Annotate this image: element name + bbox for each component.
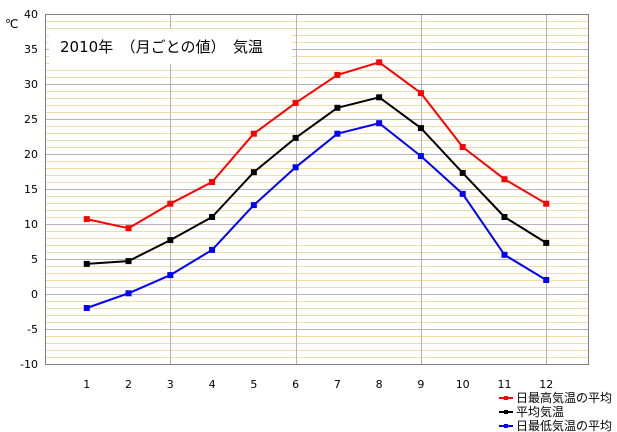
- x-tick-label: 11: [497, 378, 511, 391]
- y-axis-unit-label: ℃: [5, 17, 18, 31]
- x-tick-label: 6: [292, 378, 299, 391]
- y-tick-label: 30: [24, 78, 38, 91]
- data-point-marker: [292, 99, 299, 106]
- title-box: 2010年 （月ごとの値） 気温: [49, 29, 292, 64]
- data-point-marker: [501, 214, 508, 220]
- x-tick-label: 2: [125, 378, 132, 391]
- data-point-marker: [543, 200, 550, 207]
- series-line: [86, 61, 547, 230]
- y-tick-label: 25: [24, 113, 38, 126]
- series-line: [86, 122, 547, 309]
- data-point-marker: [501, 176, 508, 183]
- data-point-marker: [209, 246, 216, 253]
- y-tick-label: 5: [31, 253, 38, 266]
- data-point-marker: [501, 251, 508, 258]
- data-point-marker: [292, 134, 299, 141]
- data-point-marker: [459, 190, 466, 197]
- legend-label: 平均気温: [516, 404, 564, 419]
- data-point-marker: [250, 202, 257, 209]
- y-tick-label: -10: [20, 358, 38, 371]
- data-point-marker: [125, 225, 132, 232]
- data-point-marker: [543, 277, 550, 283]
- data-point-marker: [250, 130, 257, 137]
- y-tick-label: 0: [31, 288, 38, 301]
- data-point-marker: [417, 125, 424, 132]
- chart-title: 2010年 （月ごとの値） 気温: [60, 38, 263, 56]
- data-point-marker: [543, 239, 550, 246]
- x-tick-label: 5: [250, 378, 257, 391]
- data-point-marker: [334, 104, 341, 111]
- series-layer: [83, 59, 550, 311]
- legend-label: 日最低気温の平均: [516, 418, 612, 432]
- legend-swatch-marker: [504, 396, 508, 400]
- data-point-marker: [334, 130, 341, 137]
- legend: 日最高気温の平均 平均気温 日最低気温の平均: [499, 390, 612, 432]
- legend-item-daily-min-mean: 日最低気温の平均: [499, 418, 612, 432]
- y-tick-label: 40: [24, 8, 38, 21]
- x-tick-label: 9: [417, 378, 424, 391]
- data-point-marker: [417, 90, 424, 97]
- y-tick-label: 20: [24, 148, 38, 161]
- data-point-marker: [167, 272, 174, 279]
- data-point-marker: [125, 290, 132, 297]
- x-tick-label: 3: [167, 378, 174, 391]
- data-point-marker: [167, 200, 174, 207]
- legend-item-daily-max-mean: 日最高気温の平均: [499, 390, 612, 405]
- y-tick-label: 35: [24, 43, 38, 56]
- data-point-marker: [83, 260, 90, 267]
- grid-layer: [45, 14, 589, 365]
- series-mean: [83, 94, 550, 267]
- x-tick-label: 10: [456, 378, 470, 391]
- plot-border: [45, 14, 589, 365]
- data-point-marker: [334, 71, 341, 78]
- data-point-marker: [125, 258, 132, 265]
- y-tick-label: 15: [24, 183, 38, 196]
- data-point-marker: [209, 214, 216, 220]
- legend-item-mean: 平均気温: [499, 404, 564, 419]
- data-point-marker: [459, 144, 466, 150]
- title-box-background: [49, 29, 292, 64]
- x-tick-label: 12: [539, 378, 553, 391]
- data-point-marker: [209, 179, 216, 185]
- x-tick-label: 4: [209, 378, 216, 391]
- series-line: [86, 96, 547, 265]
- data-point-marker: [292, 164, 299, 171]
- data-point-marker: [83, 216, 90, 223]
- data-point-marker: [459, 169, 466, 176]
- series-daily-min-mean: [83, 120, 550, 311]
- x-tick-label: 1: [83, 378, 90, 391]
- data-point-marker: [376, 94, 383, 101]
- series-daily-max-mean: [83, 59, 550, 232]
- data-point-marker: [83, 305, 90, 311]
- data-point-marker: [376, 59, 383, 66]
- x-tick-label: 7: [334, 378, 341, 391]
- x-tick-label: 8: [376, 378, 383, 391]
- data-point-marker: [417, 153, 424, 160]
- legend-label: 日最高気温の平均: [516, 390, 612, 405]
- legend-swatch-marker: [504, 410, 508, 414]
- data-point-marker: [167, 237, 174, 244]
- data-point-marker: [376, 120, 383, 127]
- y-tick-label: -5: [27, 323, 38, 336]
- data-point-marker: [250, 169, 257, 176]
- y-tick-label: 10: [24, 218, 38, 231]
- legend-swatch-marker: [504, 424, 508, 428]
